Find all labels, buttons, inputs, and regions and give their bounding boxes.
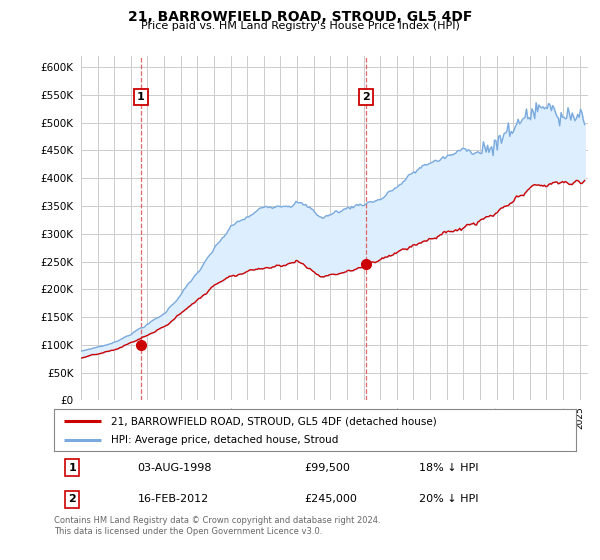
Text: 2: 2 — [362, 92, 370, 102]
Text: 03-AUG-1998: 03-AUG-1998 — [137, 463, 212, 473]
Text: £99,500: £99,500 — [305, 463, 350, 473]
Text: Price paid vs. HM Land Registry's House Price Index (HPI): Price paid vs. HM Land Registry's House … — [140, 21, 460, 31]
Text: 20% ↓ HPI: 20% ↓ HPI — [419, 494, 479, 505]
Text: 2: 2 — [68, 494, 76, 505]
Text: 21, BARROWFIELD ROAD, STROUD, GL5 4DF (detached house): 21, BARROWFIELD ROAD, STROUD, GL5 4DF (d… — [112, 417, 437, 426]
Text: 18% ↓ HPI: 18% ↓ HPI — [419, 463, 479, 473]
Text: HPI: Average price, detached house, Stroud: HPI: Average price, detached house, Stro… — [112, 435, 339, 445]
Text: 21, BARROWFIELD ROAD, STROUD, GL5 4DF: 21, BARROWFIELD ROAD, STROUD, GL5 4DF — [128, 10, 472, 24]
Text: 1: 1 — [68, 463, 76, 473]
Text: Contains HM Land Registry data © Crown copyright and database right 2024.
This d: Contains HM Land Registry data © Crown c… — [54, 516, 380, 536]
Text: 16-FEB-2012: 16-FEB-2012 — [137, 494, 209, 505]
Text: £245,000: £245,000 — [305, 494, 358, 505]
Text: 1: 1 — [137, 92, 145, 102]
